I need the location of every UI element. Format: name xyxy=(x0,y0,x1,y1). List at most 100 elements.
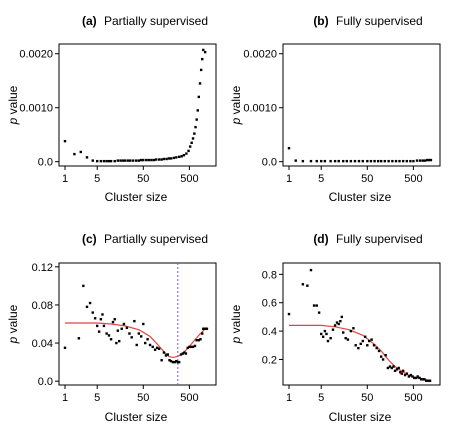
data-point xyxy=(180,155,183,158)
panel-c-fit-line xyxy=(65,322,208,359)
data-point xyxy=(162,157,166,161)
data-point xyxy=(195,118,198,121)
panel-a-xtick-label: 500 xyxy=(180,173,198,185)
data-point xyxy=(393,369,397,373)
data-point xyxy=(391,159,394,163)
data-point xyxy=(366,159,369,163)
data-point xyxy=(326,339,330,343)
data-point xyxy=(191,345,195,349)
data-point xyxy=(186,346,189,350)
panel-c-frame xyxy=(58,262,217,386)
panel-b-xtick-label: 500 xyxy=(404,173,422,185)
data-point xyxy=(148,343,152,347)
data-point xyxy=(63,346,67,350)
data-point xyxy=(145,158,148,162)
data-point xyxy=(135,343,138,347)
data-point xyxy=(133,319,136,323)
data-point xyxy=(187,149,190,153)
data-point xyxy=(370,338,373,341)
data-point xyxy=(96,324,99,328)
data-point xyxy=(428,379,432,382)
panel-d-fit-line xyxy=(289,324,432,382)
data-point xyxy=(329,336,332,340)
data-point xyxy=(309,159,313,163)
data-point xyxy=(152,158,156,162)
data-point xyxy=(183,351,186,354)
data-point xyxy=(193,344,197,348)
panel-b-xtick-label: 50 xyxy=(361,173,373,185)
data-point xyxy=(197,95,200,99)
panel-c-points xyxy=(63,284,209,364)
data-point xyxy=(405,372,409,375)
data-point xyxy=(137,159,141,162)
data-point xyxy=(142,322,145,326)
data-point xyxy=(115,341,118,345)
data-point xyxy=(153,348,157,351)
panel-b-title: (b) Fully supervised xyxy=(313,14,422,28)
data-point xyxy=(407,375,411,378)
data-point xyxy=(201,332,204,335)
data-point xyxy=(401,159,405,163)
data-point xyxy=(113,318,116,321)
panel-d-ytick-label: 0.8 xyxy=(262,269,277,281)
data-point xyxy=(160,158,163,161)
data-point xyxy=(373,159,376,163)
panel-b-xlabel: Cluster size xyxy=(329,190,392,204)
data-point xyxy=(353,159,357,163)
data-point xyxy=(175,156,178,159)
data-point xyxy=(160,359,163,362)
data-point xyxy=(139,158,143,162)
data-point xyxy=(301,283,305,286)
data-point xyxy=(157,347,161,350)
data-point xyxy=(381,358,385,361)
data-point xyxy=(361,339,365,343)
panel-d-title: (d) Fully supervised xyxy=(313,232,422,246)
panel-a-ytick-label: 0.0 xyxy=(38,157,53,169)
data-point xyxy=(85,305,89,309)
data-point xyxy=(107,159,111,163)
data-point xyxy=(105,332,108,335)
data-point xyxy=(118,339,121,343)
panel-c-ylabel-suffix: value xyxy=(6,304,20,336)
data-point xyxy=(346,338,350,341)
data-point xyxy=(120,327,123,330)
panel-c-ytick-label: 0.04 xyxy=(32,338,53,350)
data-point xyxy=(162,351,166,354)
data-point xyxy=(193,132,196,135)
panel-b-ytick-label: 0.0020 xyxy=(243,49,277,61)
data-point xyxy=(63,139,67,143)
data-point xyxy=(171,360,175,364)
data-point xyxy=(409,159,412,163)
data-point xyxy=(139,335,143,338)
data-point xyxy=(366,344,369,347)
data-point xyxy=(301,159,305,163)
panel-d-ylabel-suffix: value xyxy=(229,304,243,336)
panel-c-xlabel: Cluster size xyxy=(105,410,168,424)
panel-a-ylabel-suffix: value xyxy=(6,85,20,117)
data-point xyxy=(411,375,414,378)
data-point xyxy=(337,159,340,163)
panel-d-ylabel: p value xyxy=(229,304,243,344)
data-point xyxy=(339,319,342,323)
data-point xyxy=(329,159,332,163)
data-point xyxy=(77,337,81,340)
panel-a-tag: (a) xyxy=(82,14,97,28)
panel-b-ylabel: p value xyxy=(229,85,243,125)
data-point xyxy=(352,327,355,330)
data-point xyxy=(194,125,197,129)
data-point xyxy=(157,158,161,161)
data-point xyxy=(306,284,309,287)
data-point xyxy=(91,159,94,162)
panel-a-xtick-label: 1 xyxy=(62,173,68,185)
panel-a-ytick-label: 0.0020 xyxy=(19,49,53,61)
panel-b-title-text: Fully supervised xyxy=(336,14,423,28)
data-point xyxy=(317,311,321,314)
data-point xyxy=(73,152,76,156)
panel-d-ylabel-var: p xyxy=(229,336,243,344)
data-point xyxy=(181,352,185,355)
data-point xyxy=(172,156,176,160)
data-point xyxy=(116,329,120,332)
panel-a-points xyxy=(63,48,207,163)
data-point xyxy=(418,159,422,162)
data-point xyxy=(335,321,339,324)
